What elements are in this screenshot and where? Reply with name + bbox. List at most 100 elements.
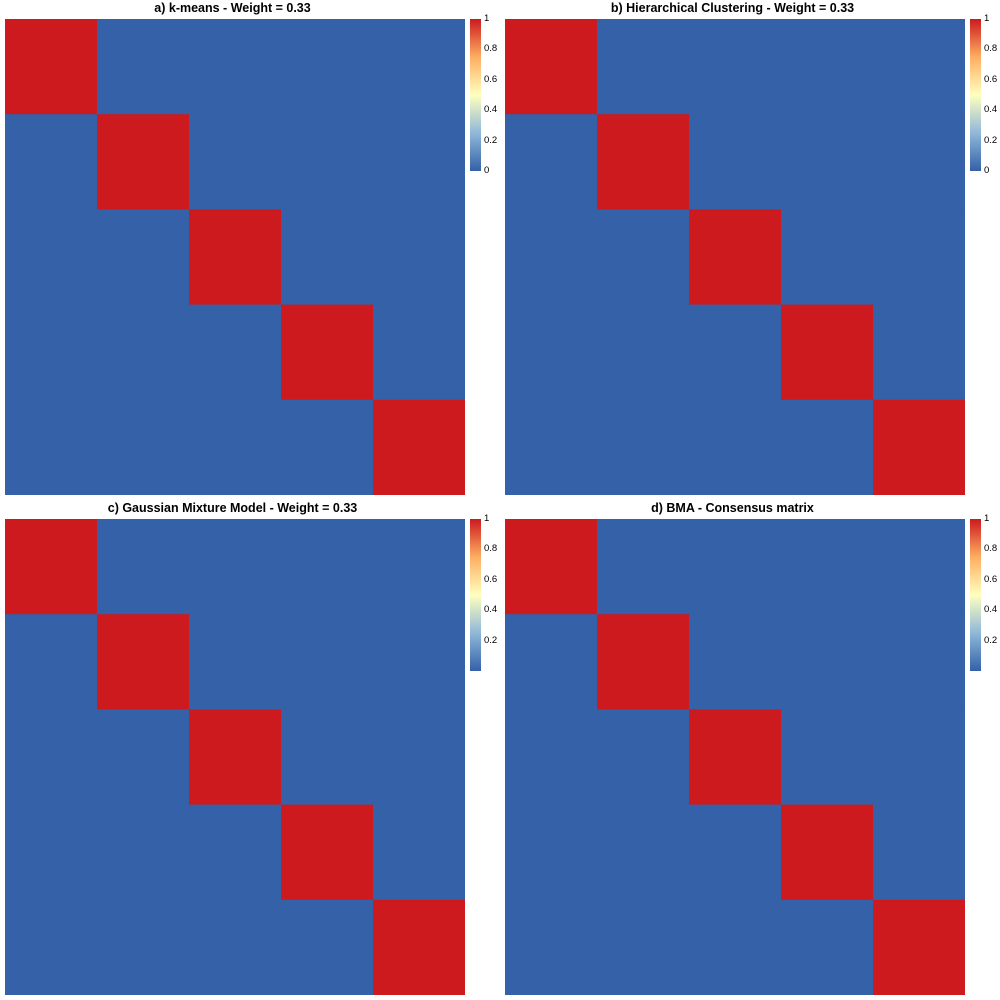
heatmap-cell	[189, 899, 282, 995]
heatmap-cell	[505, 209, 598, 306]
heatmap-cell	[281, 399, 374, 495]
chart-title: b) Hierarchical Clustering - Weight = 0.…	[610, 1, 855, 15]
heatmap-cell	[5, 804, 98, 901]
heatmap-cell	[97, 304, 190, 401]
heatmap-cell	[97, 614, 190, 710]
legend-tick-label: 0.6	[484, 73, 498, 85]
heatmap-cell	[505, 804, 598, 901]
heatmap-cell	[873, 304, 965, 401]
heatmap-cell	[505, 614, 598, 710]
legend-tick-label: 0.2	[484, 134, 498, 146]
heatmap-cell	[597, 19, 690, 115]
heatmap-cell	[781, 209, 874, 306]
heatmap-cell	[689, 614, 782, 710]
legend-tick-label: 0.2	[484, 634, 498, 646]
heatmap	[5, 19, 465, 495]
legend-tick-label: 0.6	[484, 573, 498, 585]
heatmap-cell	[189, 614, 282, 710]
heatmap-cell	[505, 114, 598, 210]
legend-tick-label: 0.4	[984, 604, 998, 616]
heatmap-cell	[373, 519, 465, 615]
heatmap-cell	[873, 899, 965, 995]
chart-title: a) k-means - Weight = 0.33	[154, 1, 311, 15]
heatmap-cell	[689, 709, 782, 806]
heatmap-cell	[281, 304, 374, 401]
heatmap-cell	[597, 614, 690, 710]
heatmap-cell	[505, 304, 598, 401]
legend-tick-label: 0.4	[484, 604, 498, 616]
heatmap-cell	[281, 614, 374, 710]
heatmap-cell	[5, 304, 98, 401]
heatmap-cell	[597, 709, 690, 806]
heatmap-cell	[373, 804, 465, 901]
color-legend: 1 0.8 0.6 0.4 0.2	[470, 514, 500, 671]
heatmap-cell	[505, 899, 598, 995]
heatmap-cell	[597, 519, 690, 615]
heatmap-cell	[97, 399, 190, 495]
heatmap-cell	[873, 114, 965, 210]
heatmap-cell	[505, 399, 598, 495]
heatmap-cell	[97, 804, 190, 901]
heatmap-cell	[189, 709, 282, 806]
legend-tick-label: 0.2	[984, 634, 998, 646]
heatmap-cell	[689, 304, 782, 401]
heatmap-cell	[373, 399, 465, 495]
heatmap-cell	[597, 899, 690, 995]
heatmap-cell	[281, 209, 374, 306]
heatmap-cell	[505, 519, 598, 615]
panel-b: b) Hierarchical Clustering - Weight = 0.…	[500, 0, 1000, 500]
heatmap-cell	[5, 19, 98, 115]
heatmap-cell	[873, 519, 965, 615]
color-scale-bar	[970, 519, 981, 671]
color-scale-bar	[970, 19, 981, 171]
heatmap-cell	[189, 804, 282, 901]
legend-tick-label: 1	[984, 513, 990, 524]
heatmap-cell	[781, 899, 874, 995]
heatmap-cell	[97, 209, 190, 306]
heatmap-cell	[5, 709, 98, 806]
color-scale-bar	[470, 519, 481, 671]
heatmap-cell	[781, 114, 874, 210]
heatmap-cell	[5, 614, 98, 710]
color-legend: 1 0.8 0.6 0.4 0.2 0	[970, 14, 1000, 176]
heatmap-cell	[189, 114, 282, 210]
heatmap-cell	[505, 19, 598, 115]
heatmap-cell	[5, 209, 98, 306]
heatmap-cell	[373, 19, 465, 115]
heatmap-cell	[97, 709, 190, 806]
legend-tick-label: 0.4	[484, 104, 498, 116]
legend-tick-label: 1	[984, 13, 990, 24]
legend-tick-label: 0	[484, 165, 490, 176]
heatmap-cell	[873, 19, 965, 115]
heatmap-cell	[597, 399, 690, 495]
heatmap-cell	[689, 804, 782, 901]
legend-tick-label: 0.6	[984, 573, 998, 585]
panel-a: a) k-means - Weight = 0.33 1 0.8 0.6 0.4 0.2…	[0, 0, 500, 500]
heatmap-cell	[781, 804, 874, 901]
legend-tick-label: 0.8	[484, 43, 498, 55]
heatmap-cell	[5, 899, 98, 995]
heatmap-cell	[689, 19, 782, 115]
heatmap-cell	[689, 209, 782, 306]
heatmap-cell	[873, 804, 965, 901]
color-scale-bar	[470, 19, 481, 171]
heatmap-cell	[5, 114, 98, 210]
heatmap-cell	[5, 519, 98, 615]
legend-tick-label: 0.6	[984, 73, 998, 85]
heatmap-cell	[373, 114, 465, 210]
chart-title: c) Gaussian Mixture Model - Weight = 0.3…	[107, 501, 358, 515]
legend-tick-label: 0.4	[984, 104, 998, 116]
heatmap-cell	[597, 209, 690, 306]
heatmap-cell	[873, 209, 965, 306]
legend-tick-label: 0.8	[984, 43, 998, 55]
heatmap	[505, 519, 965, 995]
heatmap-cell	[97, 899, 190, 995]
heatmap	[5, 519, 465, 995]
heatmap-cell	[373, 614, 465, 710]
heatmap-cell	[189, 209, 282, 306]
color-legend: 1 0.8 0.6 0.4 0.2	[970, 514, 1000, 671]
legend-tick-label: 0.8	[484, 543, 498, 555]
heatmap-cell	[281, 899, 374, 995]
heatmap-cell	[97, 114, 190, 210]
heatmap-cell	[781, 304, 874, 401]
